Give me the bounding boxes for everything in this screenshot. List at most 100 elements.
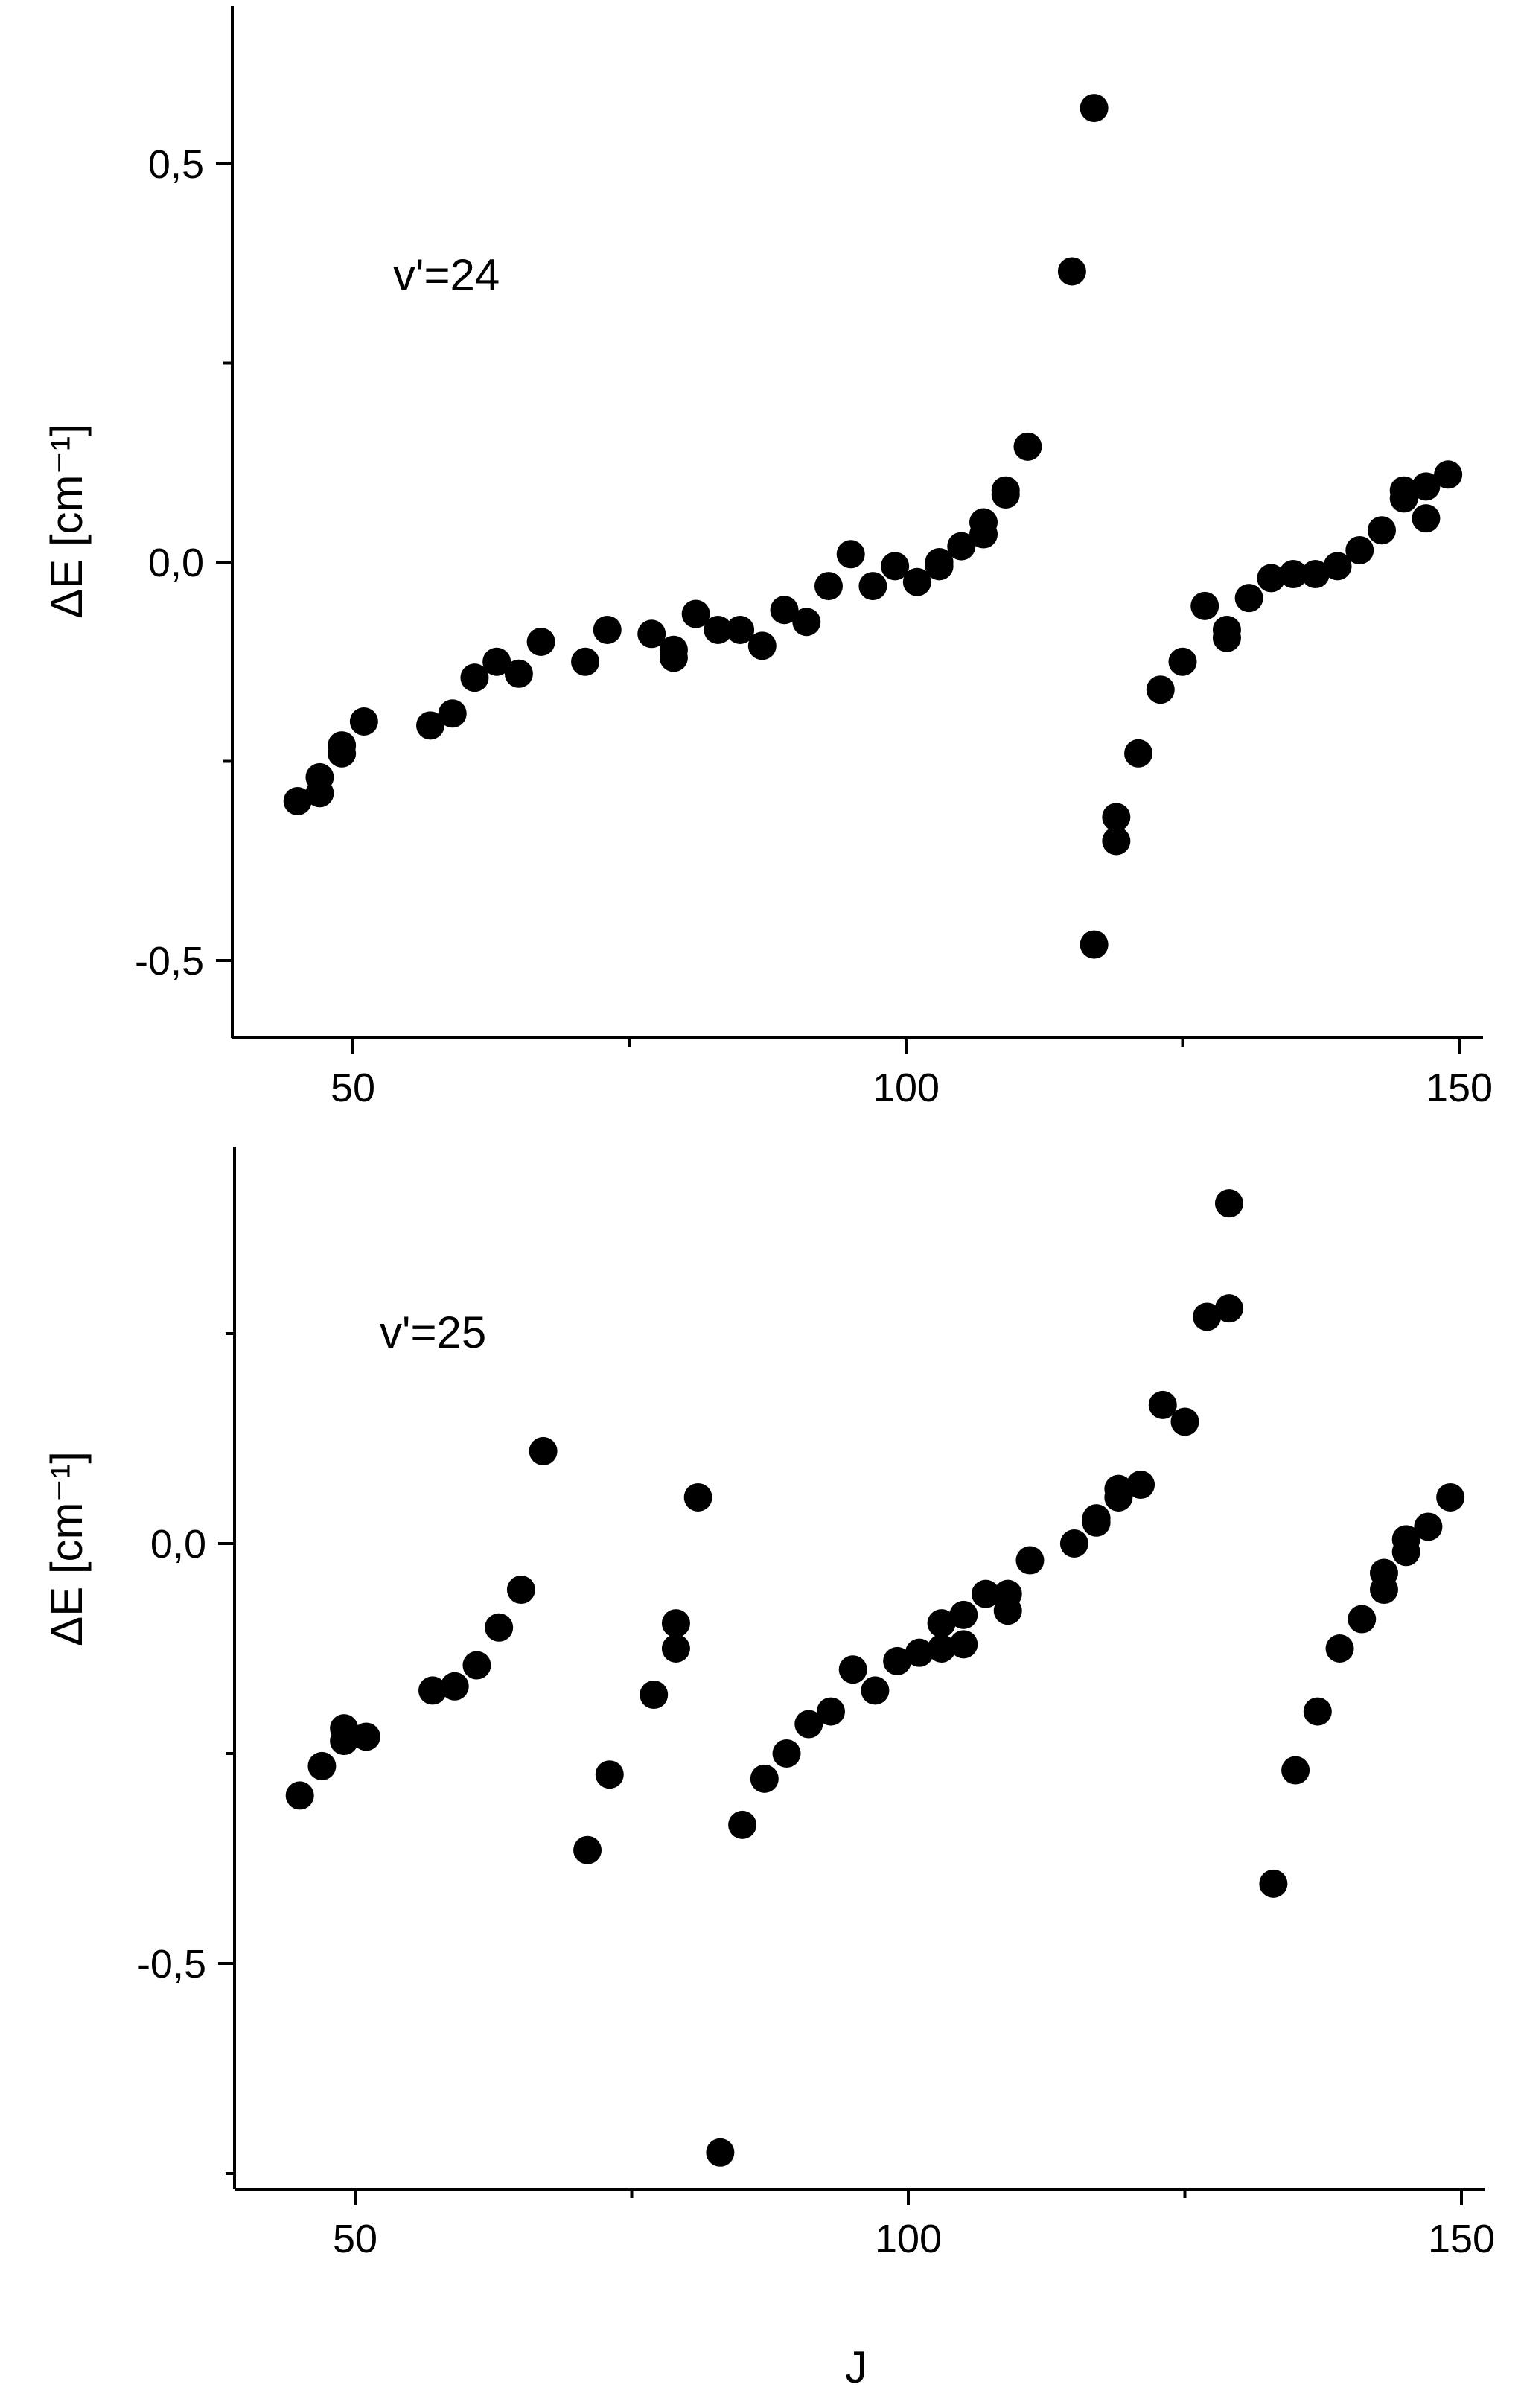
top-y-tick-label: 0,0 <box>148 541 204 585</box>
bottom-data-point <box>1082 1504 1111 1533</box>
top-data-point <box>1345 535 1374 564</box>
top-data-point <box>925 552 954 581</box>
top-data-point <box>1234 584 1263 613</box>
top-x-tick-label: 50 <box>331 1066 375 1110</box>
top-data-point <box>726 615 755 644</box>
bottom-data-point <box>861 1676 890 1705</box>
bottom-data-point <box>728 1810 757 1839</box>
top-data-point <box>881 552 910 581</box>
bottom-data-point <box>1015 1546 1045 1575</box>
bottom-panel: v'=25 ΔE [cm⁻¹] J 50 100 150 -0,5 0,0 <box>42 1147 1495 2392</box>
top-x-tick-label: 100 <box>873 1066 940 1110</box>
bottom-data-point <box>1148 1390 1177 1419</box>
top-data-point <box>571 647 600 676</box>
top-data-point <box>305 762 334 791</box>
top-data-point <box>593 615 622 644</box>
top-data-point <box>814 572 843 601</box>
bottom-data-point <box>285 1781 314 1810</box>
top-data-point <box>416 711 445 740</box>
bottom-data-point <box>993 1596 1022 1625</box>
bottom-x-tick-label: 100 <box>875 2217 942 2261</box>
bottom-data-point <box>972 1579 1001 1608</box>
top-y-tick-label: -0,5 <box>135 939 204 984</box>
bottom-y-tick-label: 0,0 <box>150 1522 206 1567</box>
top-data-point <box>637 619 666 649</box>
bottom-data-point <box>661 1609 690 1638</box>
bottom-data-point <box>1214 1294 1243 1323</box>
bottom-data-point <box>640 1681 669 1710</box>
bottom-data-point <box>307 1751 337 1780</box>
bottom-data-point <box>485 1613 514 1642</box>
bottom-data-point <box>1369 1558 1398 1587</box>
top-data-point <box>1080 930 1109 959</box>
top-data-point <box>858 572 887 601</box>
bottom-data-point <box>1348 1605 1377 1634</box>
bottom-data-point <box>1325 1634 1354 1663</box>
bottom-data-point <box>506 1576 535 1605</box>
top-data-point <box>836 540 865 569</box>
bottom-data-point <box>661 1634 690 1663</box>
bottom-data-point <box>1281 1756 1310 1785</box>
bottom-data-point <box>1170 1407 1199 1436</box>
bottom-data-point <box>816 1697 845 1726</box>
top-data-point <box>792 608 821 637</box>
bottom-data-point <box>1104 1474 1133 1503</box>
bottom-data-point <box>462 1651 491 1680</box>
bottom-data-point <box>838 1655 867 1684</box>
top-data-point <box>504 659 533 688</box>
bottom-data-point <box>949 1600 978 1629</box>
bottom-data-point <box>927 1634 956 1663</box>
top-y-axis-title: ΔE [cm⁻¹] <box>42 424 92 619</box>
top-data-point <box>1301 560 1330 589</box>
bottom-data-point <box>351 1722 380 1751</box>
top-data-point <box>902 567 931 596</box>
bottom-data-point <box>1303 1697 1332 1726</box>
top-data-point <box>1412 504 1441 533</box>
bottom-y-tick-label: -0,5 <box>137 1942 206 1987</box>
top-data-point <box>526 628 555 656</box>
bottom-data-point <box>440 1672 469 1701</box>
bottom-data-point <box>1059 1529 1088 1558</box>
bottom-data-point <box>1414 1512 1443 1541</box>
top-data-point <box>482 647 511 676</box>
bottom-x-axis-title: J <box>845 2342 867 2392</box>
top-data-point <box>283 787 312 815</box>
top-data-point <box>1057 257 1086 286</box>
top-x-tick-label: 150 <box>1426 1066 1493 1110</box>
bottom-annotation-label: v'=25 <box>380 1307 486 1357</box>
top-data-point <box>1412 472 1441 501</box>
bottom-data-point <box>1391 1538 1420 1567</box>
top-data-point <box>1212 615 1241 644</box>
top-tick-labels: 50 100 150 -0,5 0,0 0,5 <box>135 142 1493 1110</box>
top-data-point <box>704 615 733 644</box>
bottom-data-point <box>595 1760 624 1789</box>
top-data-point <box>1323 552 1352 581</box>
top-data-point <box>1102 803 1131 832</box>
top-annotation-label: v'=24 <box>393 250 500 300</box>
top-data-point <box>1080 94 1109 123</box>
bottom-data-point <box>529 1436 558 1465</box>
top-data-point <box>1279 560 1308 589</box>
bottom-data-point <box>949 1630 978 1659</box>
bottom-points <box>285 1189 1465 2167</box>
top-data-point <box>1257 564 1286 593</box>
bottom-data-point <box>1259 1869 1288 1898</box>
bottom-data-point <box>1126 1471 1155 1500</box>
top-data-point <box>747 631 777 660</box>
top-data-point <box>438 699 467 728</box>
bottom-data-point <box>927 1609 956 1638</box>
top-data-point <box>947 532 976 561</box>
top-data-point <box>328 731 357 760</box>
bottom-data-point <box>706 2138 735 2167</box>
bottom-data-point <box>330 1727 359 1756</box>
bottom-data-point <box>1214 1189 1243 1218</box>
bottom-y-axis-title: ΔE [cm⁻¹] <box>42 1451 92 1646</box>
top-data-point <box>659 643 688 672</box>
top-data-point <box>1190 591 1219 620</box>
top-data-point <box>969 508 998 537</box>
bottom-data-point <box>772 1739 801 1768</box>
top-data-point <box>460 663 489 692</box>
bottom-data-point <box>794 1710 823 1739</box>
top-ticks <box>216 162 1461 1054</box>
top-points <box>283 94 1463 959</box>
